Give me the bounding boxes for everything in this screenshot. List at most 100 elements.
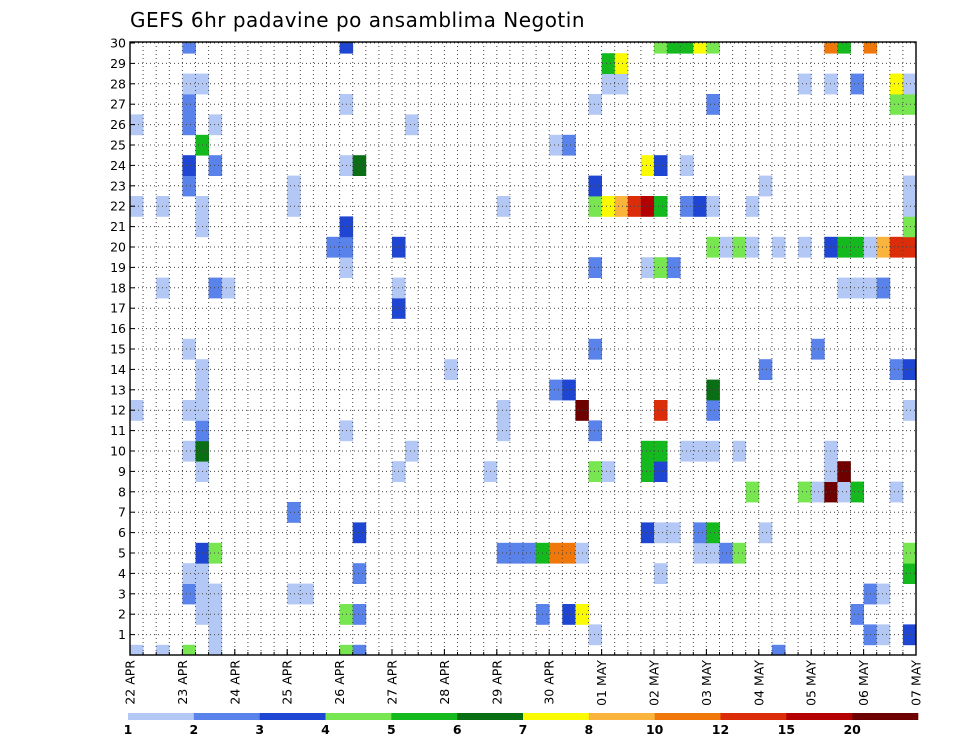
heatmap-cell [850,604,864,625]
heatmap-cell [562,542,576,564]
heatmap-cell [850,481,864,503]
heatmap-cell [667,257,681,278]
heatmap-cell [693,440,707,462]
heatmap-cell [850,73,864,95]
legend-label: 8 [584,722,593,737]
heatmap-cell [601,73,616,95]
heatmap-cell [208,583,223,605]
heatmap-cell [902,175,917,197]
y-tick-label: 15 [110,342,126,357]
heatmap-cell [824,236,838,258]
heatmap-cell [405,114,419,136]
heatmap-cell [693,196,707,217]
legend-label: 2 [189,722,198,737]
legend-label: 10 [646,722,664,737]
x-tick-label: 05 MAY [804,660,819,706]
heatmap-cell [693,522,707,544]
heatmap-cell [902,196,917,217]
heatmap-cell [902,563,917,584]
y-tick-label: 10 [110,444,126,459]
heatmap-cell [811,481,825,503]
heatmap-cell [640,461,655,482]
heatmap-cell [654,440,668,462]
heatmap-cell [732,440,747,462]
heatmap-cell [706,196,720,217]
heatmap-cell [549,542,563,564]
heatmap-cell [208,644,223,656]
heatmap-cell [706,440,720,462]
heatmap-cell [640,257,655,278]
heatmap-cell [640,522,655,544]
heatmap-cell [902,216,917,238]
heatmap-cell [889,94,904,115]
heatmap-cell [496,420,511,442]
heatmap-cell [130,114,144,136]
x-tick-label: 26 APR [332,660,347,705]
heatmap-cell [444,359,458,380]
heatmap-cell [182,73,196,95]
heatmap-cell [182,563,196,584]
heatmap-cell [706,542,720,564]
heatmap-cell [876,624,891,646]
x-tick-label: 01 MAY [594,660,609,706]
y-tick-label: 25 [110,138,126,153]
legend-color-swatch [128,713,195,720]
x-tick-label: 28 APR [437,660,452,705]
heatmap-cell [902,73,917,95]
heatmap-cell [208,604,223,625]
x-tick-label: 02 MAY [647,660,662,706]
heatmap-cell [889,236,904,258]
y-tick-label: 13 [110,382,126,397]
x-tick-label: 07 MAY [909,660,924,706]
grid-lines [130,42,916,655]
heatmap-cell [824,461,838,482]
heatmap-cell [863,42,878,54]
legend-label: 6 [453,722,462,737]
heatmap-cell [654,563,668,584]
heatmap-cell [601,53,616,74]
heatmap-cell [588,175,602,197]
heatmap-cell [876,277,891,299]
heatmap-cell [798,73,812,95]
x-tick-label: 30 APR [542,660,557,705]
y-tick-label: 23 [110,178,126,193]
heatmap-cell [902,359,917,380]
heatmap-cell [654,522,668,544]
y-tick-label: 14 [110,362,126,377]
heatmap-cell [182,583,196,605]
heatmap-cell [771,644,786,656]
x-tick-label: 22 APR [123,660,138,705]
heatmap-cell [824,440,838,462]
legend-label: 12 [712,722,729,737]
heatmap-cell [287,175,301,197]
heatmap-cell [352,563,367,584]
heatmap-cell [889,359,904,380]
heatmap-cell [758,522,773,544]
heatmap-cell [614,73,629,95]
heatmap-cell [824,73,838,95]
x-tick-label: 24 APR [227,660,242,705]
heatmap-cell [601,196,616,217]
y-tick-label: 5 [118,546,126,561]
heatmap-cell [405,440,419,462]
legend-color-swatch [193,713,260,720]
heatmap-cell [798,481,812,503]
heatmap-cell [706,236,720,258]
heatmap-cell [876,583,891,605]
heatmap-cell [562,604,576,625]
legend-color-swatch [259,713,326,720]
y-axis: 1234567891011121314151617181920212223242… [110,36,135,642]
heatmap-cell [824,42,838,54]
legend-color-swatch [720,713,787,720]
heatmap-cell [758,175,773,197]
y-tick-label: 12 [110,403,126,418]
x-tick-label: 03 MAY [699,660,714,706]
legend-label: 20 [843,722,861,737]
heatmap-cell [287,583,301,605]
heatmap-cell [706,522,720,544]
heatmap-cell [352,604,367,625]
color-legend: 1 2 3 4 5 6 7 8 10 12 15 20 [124,713,919,737]
y-tick-label: 11 [110,423,126,438]
y-tick-label: 18 [110,280,126,295]
heatmap-cell [614,53,629,74]
